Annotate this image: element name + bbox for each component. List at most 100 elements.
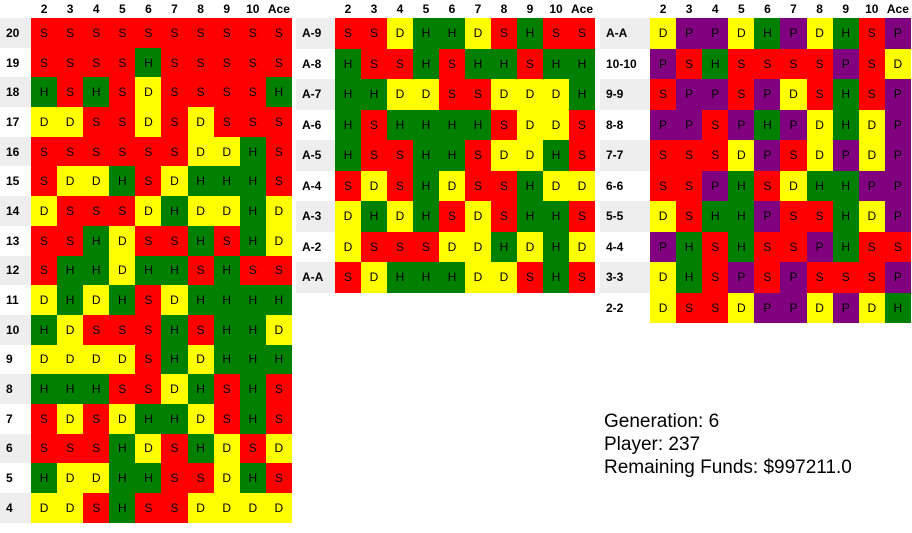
action-cell: P [754,140,781,171]
action-cell: H [83,77,110,108]
action-cell: H [239,463,266,493]
row-label: 15 [0,166,31,197]
action-cell: S [361,48,387,79]
action-cell: D [728,18,755,49]
action-cell: P [650,231,677,262]
action-cell: S [109,77,136,108]
table-row: 14 D S S S D H D D H D [0,196,292,226]
action-cell: D [491,262,517,293]
action-cell: S [439,79,465,110]
row-label: 6 [0,433,31,464]
action-cell: S [31,433,58,464]
action-cell: S [213,18,240,48]
action-cell: H [465,48,491,79]
action-cell: S [439,201,465,232]
action-cell: D [543,109,569,140]
action-cell: S [57,433,84,464]
action-cell: S [728,79,755,110]
action-cell: H [832,201,859,232]
table-row: 16 S S S S S S D D H S [0,136,292,167]
action-cell: H [239,344,266,375]
action-cell: S [57,47,84,78]
column-header: 4 [92,2,100,16]
action-cell: S [213,374,240,404]
action-cell: S [135,344,162,375]
action-cell: H [491,48,517,79]
action-cell: D [517,79,543,110]
action-cell: P [702,79,729,110]
column-header: 9 [223,2,231,16]
row-label: 8-8 [600,109,650,140]
action-cell: S [213,403,240,434]
action-cell: S [569,140,595,171]
action-cell: P [780,262,807,293]
action-cell: H [806,170,833,201]
row-label: 11 [0,285,31,315]
action-cell: H [265,344,292,375]
action-cell: S [31,136,58,167]
action-cell: D [858,140,885,171]
action-cell: P [676,109,703,140]
action-cell: H [728,231,755,262]
action-cell: D [57,403,84,434]
action-cell: S [239,47,266,78]
action-cell: H [491,231,517,262]
column-header: 3 [66,2,74,16]
action-cell: D [109,403,136,434]
action-cell: D [265,225,292,256]
action-cell: H [543,48,569,79]
column-header: 6 [448,2,456,16]
action-cell: D [265,493,292,523]
action-cell: S [187,314,214,345]
action-cell: S [569,18,595,49]
column-header: 4 [396,2,404,16]
column-header: 10 [246,2,260,16]
action-cell: S [109,47,136,78]
action-cell: H [213,166,240,197]
table-row: 9-9 S P P S P D S H S P [600,79,911,110]
action-cell: D [517,231,543,262]
column-header: 3 [370,2,378,16]
action-cell: H [413,140,439,171]
table-row: 20 S S S S S S S S S S [0,18,292,48]
table-row: A-A D P P D H P D H S P [600,18,911,49]
action-cell: S [754,231,781,262]
action-cell: H [57,255,84,286]
action-cell: S [858,18,885,49]
column-header: 2 [40,2,48,16]
action-cell: D [465,201,491,232]
action-cell: S [650,79,677,110]
action-cell: S [569,109,595,140]
action-cell: P [884,79,911,110]
action-cell: D [439,231,465,262]
action-cell: D [465,18,491,49]
action-cell: S [361,109,387,140]
action-cell: P [884,18,911,49]
action-cell: S [806,48,833,79]
action-cell: H [239,374,266,404]
action-cell: S [702,262,729,293]
action-cell: D [858,292,885,323]
action-cell: H [676,262,703,293]
action-cell: S [187,77,214,108]
action-cell: D [884,48,911,79]
action-cell: S [265,107,292,137]
action-cell: H [832,79,859,110]
action-cell: S [239,255,266,286]
action-cell: H [439,262,465,293]
row-label: 14 [0,196,31,226]
table-row: A-8 H S S H S H H S H H [296,48,595,79]
action-cell: D [335,201,361,232]
action-cell: D [187,107,214,137]
action-cell: H [161,196,188,226]
action-cell: H [187,166,214,197]
action-cell: P [754,292,781,323]
action-cell: D [187,196,214,226]
column-header: 8 [816,2,823,16]
action-cell: H [187,225,214,256]
action-cell: H [335,48,361,79]
action-cell: H [413,201,439,232]
action-cell: D [187,493,214,523]
table-row: A-3 D H D H S D S H H S [296,201,595,232]
